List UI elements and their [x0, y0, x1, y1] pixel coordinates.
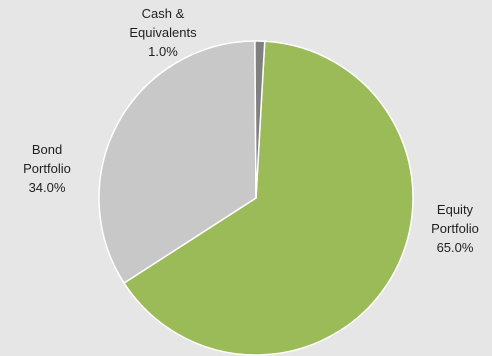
slice-name-label: Portfolio [431, 221, 479, 236]
slice-value-label: 34.0% [29, 180, 66, 195]
slice-value-label: 65.0% [437, 240, 474, 255]
slice-name-label: Portfolio [23, 161, 71, 176]
slice-name-label: Bond [32, 142, 62, 157]
slice-name-label: Equivalents [129, 25, 197, 40]
label-cash-equivalents: Cash & Equivalents 1.0% [129, 6, 197, 59]
slice-cash-equivalents [254, 40, 266, 199]
label-bond-portfolio: Bond Portfolio 34.0% [23, 142, 71, 195]
slice-name-label: Equity [437, 202, 474, 217]
label-equity-portfolio: Equity Portfolio 65.0% [431, 202, 479, 255]
pie-labels: Equity Portfolio 65.0% Bond Portfolio 34.0% Ca… [23, 6, 479, 255]
slice-name-label: Cash & [142, 6, 185, 21]
slice-bond-portfolio [98, 40, 257, 284]
pie-slices [98, 40, 414, 356]
slice-equity-portfolio [123, 40, 414, 356]
slice-value-label: 1.0% [148, 44, 178, 59]
